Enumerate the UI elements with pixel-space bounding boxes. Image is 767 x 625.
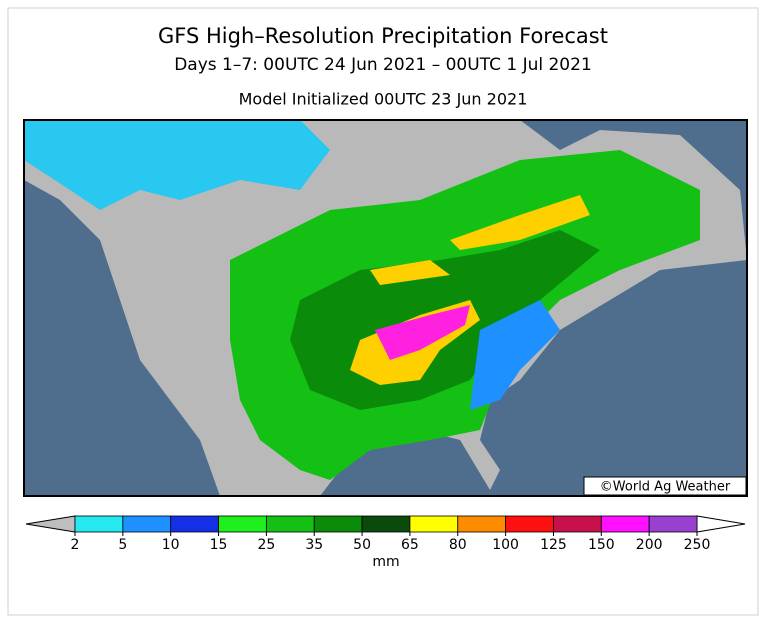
- colorbar-bin: [361, 515, 411, 533]
- colorbar-tick-label: 15: [210, 537, 228, 553]
- colorbar-tick-label: 200: [636, 537, 663, 553]
- colorbar-bin: [313, 515, 363, 533]
- colorbar-bin: [648, 515, 698, 533]
- colorbar-bin: [553, 515, 602, 533]
- subtitle: Days 1–7: 00UTC 24 Jun 2021 – 00UTC 1 Ju…: [174, 55, 592, 75]
- colorbar-tick-label: 100: [492, 537, 519, 553]
- initialized: Model Initialized 00UTC 23 Jun 2021: [239, 90, 528, 109]
- colorbar-bin: [457, 515, 507, 533]
- colorbar-tick-label: 50: [353, 537, 371, 553]
- credit-box: [583, 476, 747, 496]
- colorbar-bin: [409, 515, 459, 533]
- precip-area: [24, 120, 330, 210]
- colorbar-bin: [505, 515, 554, 533]
- colorbar-tick-label: 150: [588, 537, 615, 553]
- colorbar-tick-label: 65: [401, 537, 419, 553]
- colorbar-tick-label: 125: [540, 537, 567, 553]
- unit-label: mm: [372, 554, 399, 570]
- colorbar-tick-label: 10: [162, 537, 180, 553]
- credit: ©World Ag Weather: [600, 480, 731, 495]
- precip-area: [375, 305, 470, 360]
- dry-area: [120, 240, 230, 380]
- map: ©World Ag Weather: [23, 119, 748, 497]
- title: GFS High–Resolution Precipitation Foreca…: [158, 24, 608, 48]
- map-frame: [23, 119, 748, 497]
- colorbar-bin: [122, 515, 172, 533]
- colorbar-tick-label: 250: [684, 537, 711, 553]
- colorbar-tick-label: 25: [257, 537, 275, 553]
- colorbar-tick-label: 2: [71, 537, 80, 553]
- colorbar-bin: [600, 515, 650, 533]
- colorbar-tick-label: 5: [118, 537, 127, 553]
- colorbar-bin: [218, 515, 267, 533]
- colorbar-bin: [170, 515, 219, 533]
- colorbar-bin: [74, 515, 124, 533]
- colorbar-tick-label: 80: [449, 537, 467, 553]
- colorbar: 2 5 10 15 25 35 50 65 80 100 125 150 200 250: [25, 515, 746, 553]
- colorbar-tick-label: 35: [305, 537, 323, 553]
- precip-area: [470, 300, 560, 410]
- colorbar-bin: [265, 515, 315, 533]
